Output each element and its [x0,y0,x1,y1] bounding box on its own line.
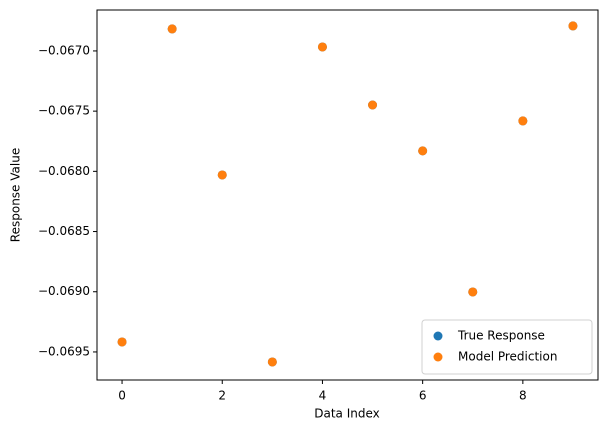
x-tick-label: 0 [118,389,126,403]
y-tick-label: −0.0680 [38,164,90,178]
y-tick-label: −0.0675 [38,104,90,118]
point [518,116,528,126]
point [468,287,478,297]
x-tick-label: 4 [319,389,327,403]
x-axis-label: Data Index [314,407,380,421]
point [568,21,578,31]
point [368,100,378,110]
x-tick-label: 6 [419,389,427,403]
point [267,357,277,367]
point [418,146,428,156]
legend-marker [433,331,443,341]
x-tick-label: 2 [218,389,226,403]
point [117,337,127,347]
y-tick-label: −0.0685 [38,224,90,238]
y-tick-label: −0.0690 [38,284,90,298]
y-tick-label: −0.0695 [38,344,90,358]
point [317,42,327,52]
point [167,24,177,34]
legend-marker [433,352,443,362]
legend-box [421,319,593,375]
point [217,170,227,180]
x-tick-label: 8 [519,389,527,403]
plot-frame [96,9,599,381]
y-tick-label: −0.0670 [38,43,90,57]
legend-label: Model Prediction [458,350,557,364]
legend-label: True Response [457,329,545,343]
y-axis-label: Response Value [9,148,23,242]
